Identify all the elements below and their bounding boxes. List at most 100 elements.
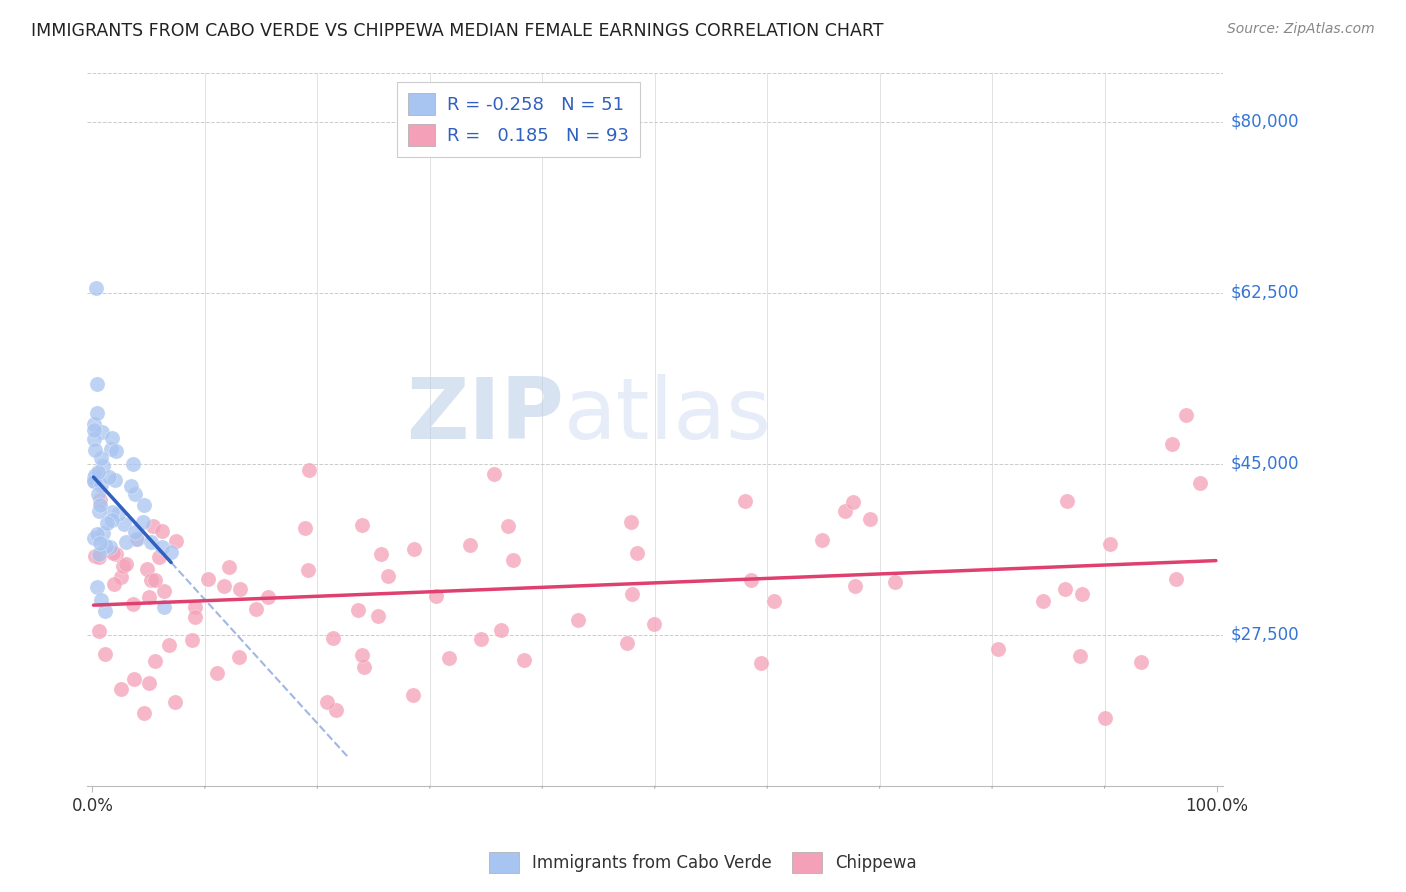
Point	[83, 474, 105, 488]
Point	[83, 417, 105, 432]
Point	[294, 521, 316, 535]
Point	[1164, 573, 1187, 587]
Point	[1130, 656, 1153, 670]
Point	[1161, 437, 1184, 451]
Point	[143, 654, 166, 668]
Point	[91, 525, 114, 540]
Point	[150, 540, 173, 554]
Point	[1032, 594, 1054, 608]
Point	[470, 632, 492, 646]
Point	[111, 559, 134, 574]
Point	[89, 492, 111, 507]
Point	[883, 574, 905, 589]
Point	[103, 576, 125, 591]
Point	[496, 519, 519, 533]
Point	[89, 536, 111, 550]
Point	[502, 552, 524, 566]
Point	[132, 516, 155, 530]
Point	[834, 504, 856, 518]
Point	[87, 487, 110, 501]
Point	[1174, 408, 1197, 422]
Point	[97, 470, 120, 484]
Point	[844, 579, 866, 593]
Point	[83, 433, 105, 447]
Point	[1099, 537, 1122, 551]
Point	[297, 563, 319, 577]
Point	[139, 574, 162, 588]
Point	[180, 633, 202, 648]
Point	[86, 406, 108, 420]
Text: Source: ZipAtlas.com: Source: ZipAtlas.com	[1227, 22, 1375, 37]
Point	[626, 546, 648, 560]
Point	[621, 586, 644, 600]
Point	[98, 540, 121, 554]
Point	[86, 527, 108, 541]
Point	[134, 706, 156, 720]
Point	[132, 498, 155, 512]
Point	[859, 512, 882, 526]
Point	[112, 516, 135, 531]
Point	[104, 444, 127, 458]
Legend: Immigrants from Cabo Verde, Chippewa: Immigrants from Cabo Verde, Chippewa	[482, 846, 924, 880]
Point	[83, 531, 105, 545]
Point	[124, 532, 146, 546]
Point	[437, 651, 460, 665]
Point	[245, 601, 267, 615]
Point	[325, 703, 347, 717]
Point	[125, 532, 148, 546]
Point	[100, 442, 122, 457]
Point	[165, 533, 187, 548]
Point	[811, 533, 834, 548]
Point	[139, 535, 162, 549]
Point	[135, 562, 157, 576]
Point	[353, 660, 375, 674]
Point	[512, 653, 534, 667]
Point	[352, 517, 374, 532]
Point	[122, 597, 145, 611]
Point	[104, 474, 127, 488]
Point	[115, 534, 138, 549]
Point	[89, 504, 111, 518]
Point	[124, 672, 146, 686]
Point	[90, 593, 112, 607]
Point	[1071, 587, 1094, 601]
Point	[620, 515, 643, 529]
Point	[228, 650, 250, 665]
Point	[370, 547, 392, 561]
Point	[83, 471, 105, 485]
Point	[1056, 493, 1078, 508]
Point	[842, 495, 865, 509]
Point	[212, 579, 235, 593]
Point	[163, 695, 186, 709]
Point	[124, 525, 146, 540]
Text: ZIP: ZIP	[406, 374, 564, 457]
Point	[104, 547, 127, 561]
Point	[89, 498, 111, 512]
Point	[83, 423, 105, 437]
Point	[377, 569, 399, 583]
Point	[184, 610, 207, 624]
Point	[616, 636, 638, 650]
Point	[94, 648, 117, 662]
Point	[425, 589, 447, 603]
Point	[94, 604, 117, 618]
Point	[148, 549, 170, 564]
Point	[86, 580, 108, 594]
Legend: R = -0.258   N = 51, R =   0.185   N = 93: R = -0.258 N = 51, R = 0.185 N = 93	[396, 82, 640, 157]
Point	[484, 467, 506, 481]
Point	[298, 463, 321, 477]
Point	[987, 642, 1010, 657]
Point	[740, 573, 762, 587]
Point	[94, 539, 117, 553]
Point	[89, 548, 111, 562]
Point	[367, 609, 389, 624]
Point	[89, 624, 111, 639]
Point	[458, 538, 481, 552]
Point	[101, 546, 124, 560]
Point	[150, 524, 173, 538]
Point	[110, 570, 132, 584]
Point	[122, 458, 145, 472]
Point	[83, 468, 105, 483]
Point	[120, 479, 142, 493]
Point	[763, 594, 786, 608]
